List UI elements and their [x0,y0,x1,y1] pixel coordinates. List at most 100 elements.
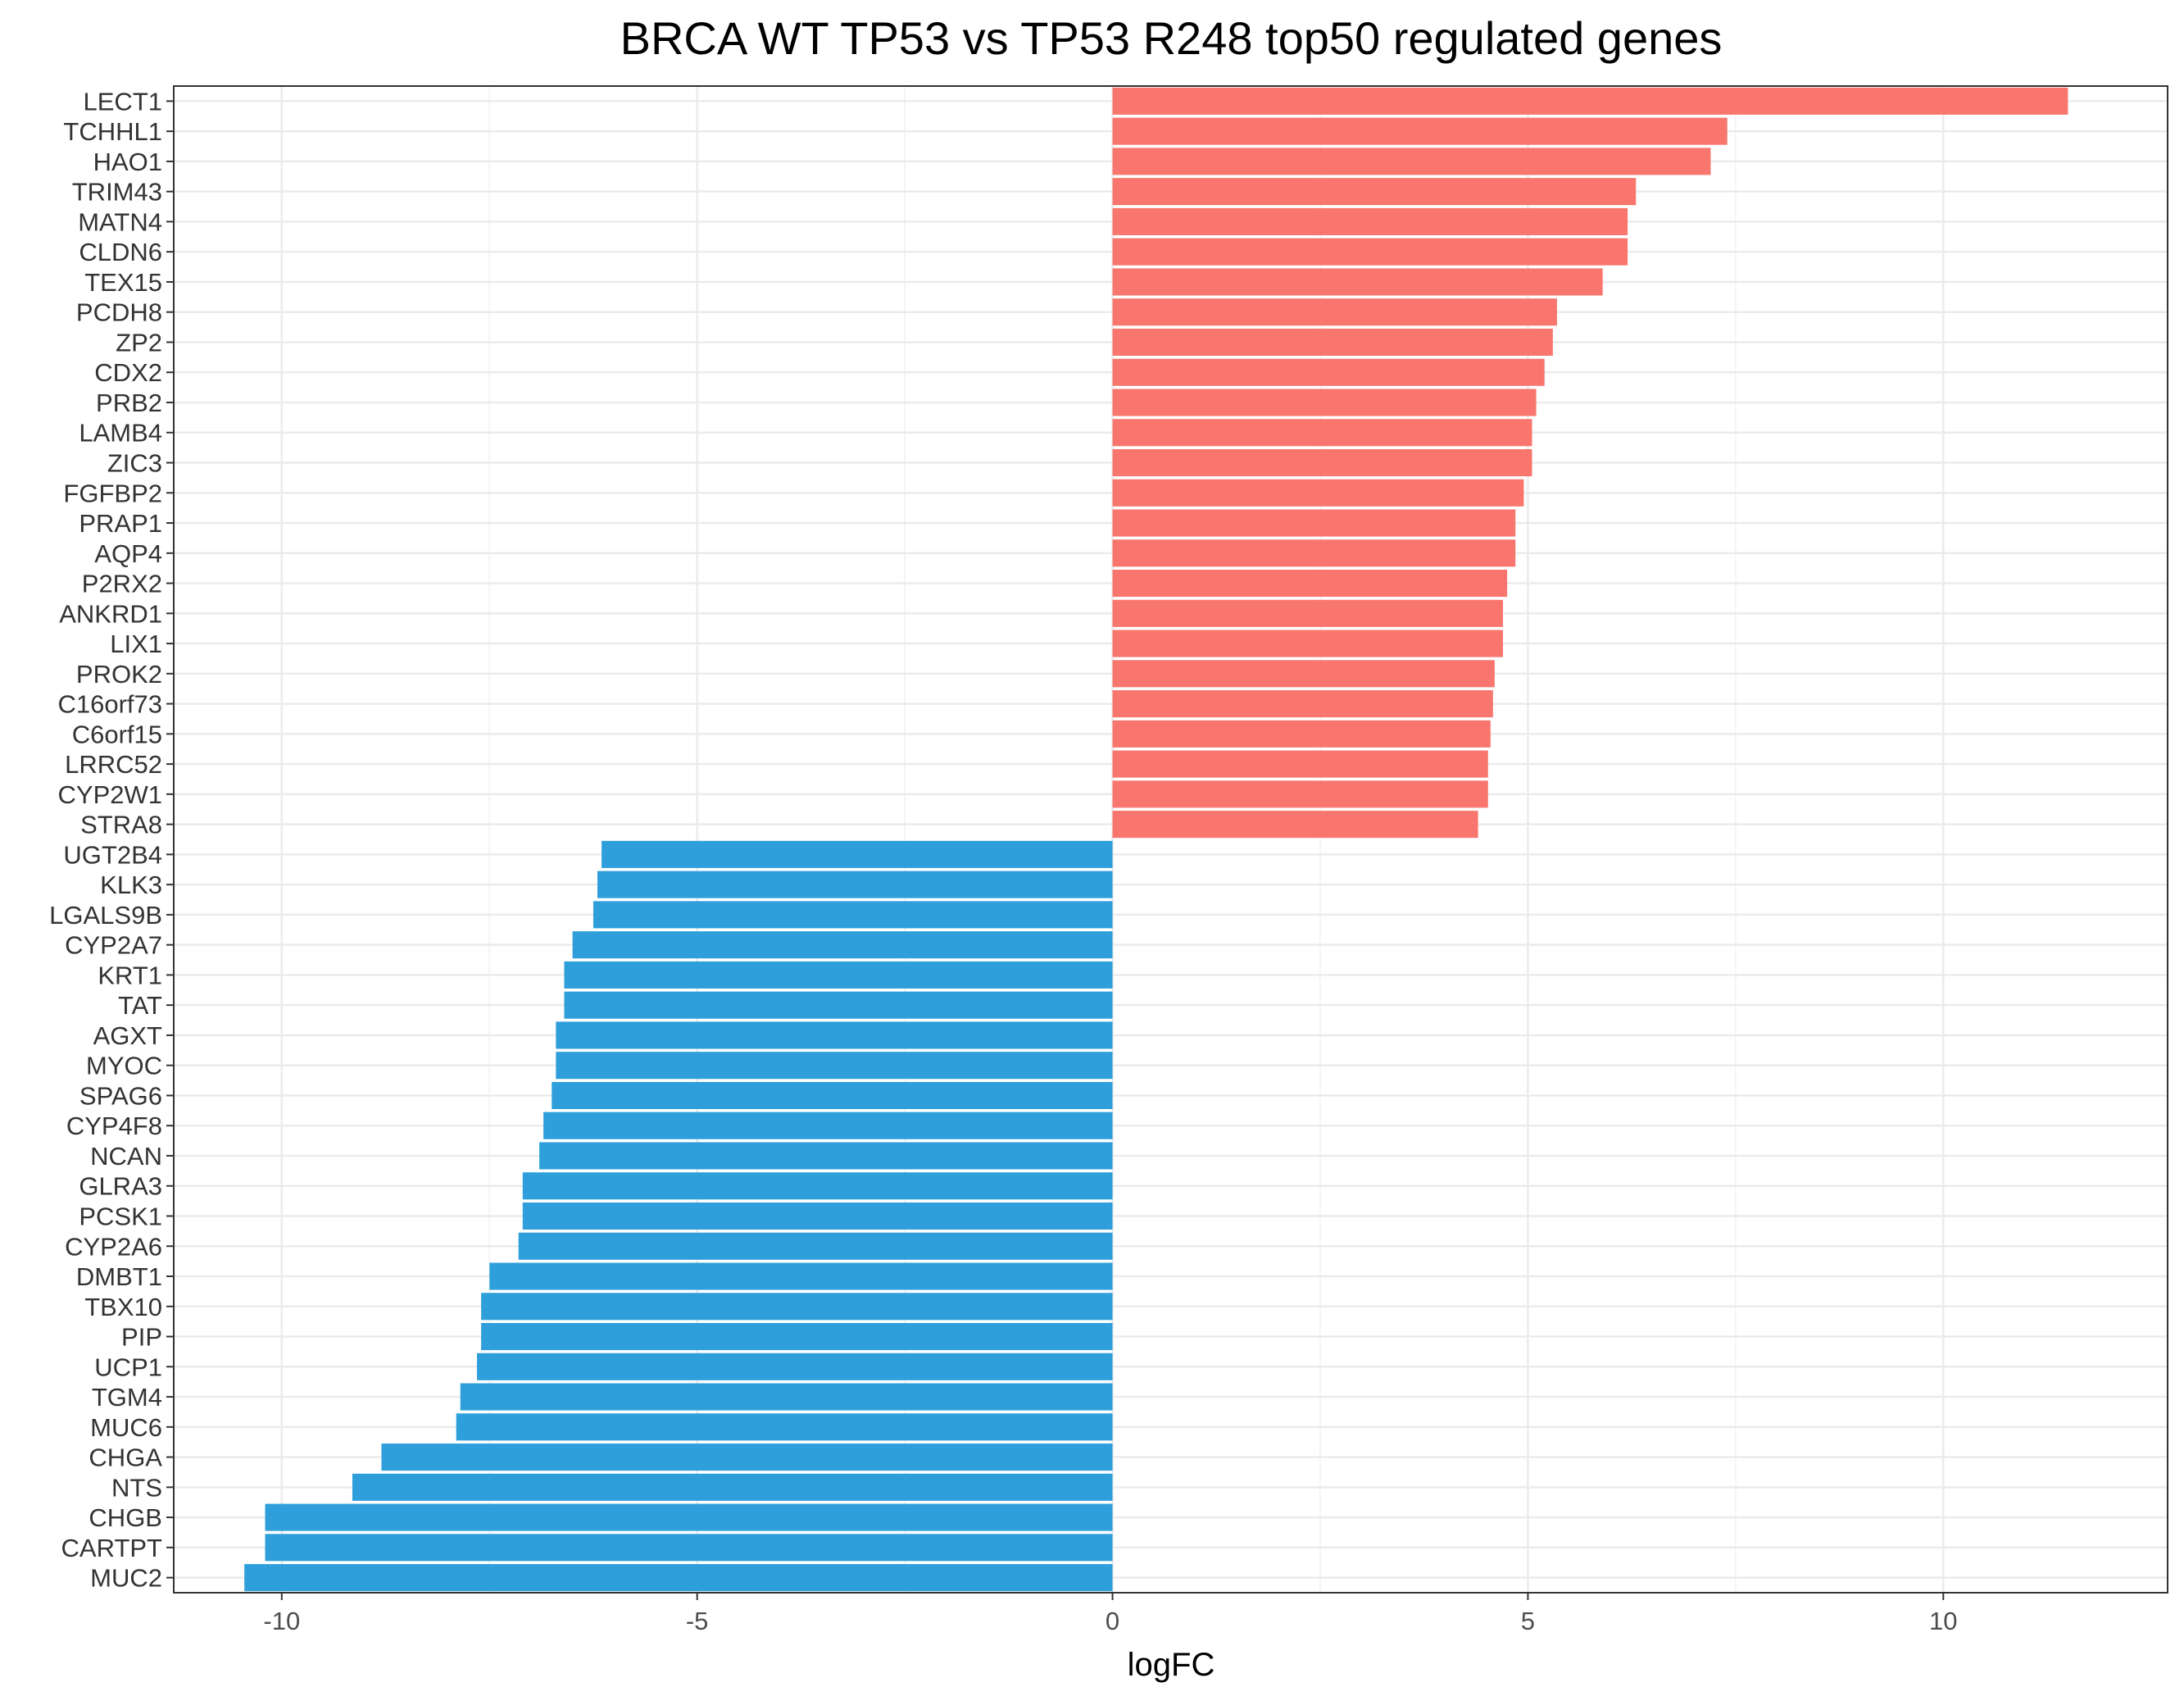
bar-zic3 [1112,448,1532,477]
y-tick-label: FGFBP2 [63,479,162,507]
y-tick-label: LIX1 [110,630,162,658]
bar-dmbt1 [489,1262,1113,1290]
y-tick-label: PROK2 [76,660,162,689]
bar-pcsk1 [522,1202,1113,1230]
x-axis: -10 -5 0 5 10 [263,1593,1958,1635]
y-tick-label: LGALS9B [49,901,162,930]
bars [244,87,2068,1592]
bar-tchhl1 [1112,117,1728,145]
y-tick-label: PRB2 [96,389,162,417]
y-axis: LECT1TCHHL1HAO1TRIM43MATN4CLDN6TEX15PCDH… [49,87,174,1593]
bar-c16orf73 [1112,690,1493,718]
bar-p2rx2 [1112,569,1508,598]
x-tick-label: 0 [1106,1607,1119,1635]
bar-cyp2a7 [572,931,1113,959]
y-tick-label: CDX2 [94,358,162,387]
y-tick-label: PCSK1 [79,1203,162,1231]
bar-spag6 [552,1081,1113,1110]
y-tick-label: PCDH8 [76,298,162,327]
y-tick-label: MATN4 [78,207,162,236]
y-tick-label: CYP2W1 [58,780,162,809]
plot-panel-border [173,85,2168,1594]
y-tick-label: CYP2A7 [65,931,162,960]
x-tick-label: -5 [686,1607,709,1635]
bar-lect1 [1112,87,2068,115]
bar-tbx10 [481,1293,1113,1321]
bar-cyp2w1 [1112,780,1488,808]
bar-hao1 [1112,148,1711,175]
bar-agxt [556,1021,1113,1049]
y-tick-label: PIP [121,1323,162,1352]
y-tick-label: PRAP1 [79,509,162,538]
y-tick-label: NTS [111,1473,162,1502]
bar-pip [481,1322,1113,1351]
bar-myoc [556,1052,1113,1080]
y-tick-label: ANKRD1 [59,599,162,628]
bar-muc2 [244,1564,1113,1592]
bar-cyp4f8 [543,1112,1113,1139]
bar-cartpt [265,1534,1113,1562]
bar-cdx2 [1112,358,1545,386]
y-tick-label: CYP4F8 [66,1112,162,1140]
y-tick-label: MUC6 [90,1413,162,1442]
bar-klk3 [597,871,1113,898]
y-tick-label: TRIM43 [72,178,162,207]
y-tick-label: TGM4 [92,1383,162,1412]
bar-ugt2b4 [602,840,1113,868]
bar-trim43 [1112,178,1637,206]
y-tick-label: LECT1 [84,87,162,116]
chart-title: BRCA WT TP53 vs TP53 R248 top50 regulate… [620,12,1723,64]
x-tick-label: 5 [1521,1607,1535,1635]
bar-prb2 [1112,389,1537,416]
y-tick-label: UGT2B4 [63,840,162,869]
bar-zp2 [1112,328,1553,357]
y-tick-label: KLK3 [100,871,162,899]
y-tick-label: AQP4 [94,539,162,568]
bar-glra3 [522,1172,1113,1200]
bar-fgfbp2 [1112,479,1524,507]
bar-prap1 [1112,509,1516,537]
y-tick-label: CLDN6 [79,238,162,266]
bar-pcdh8 [1112,298,1557,326]
bar-ankrd1 [1112,599,1503,627]
y-tick-label: KRT1 [98,961,162,989]
y-tick-label: UCP1 [94,1353,162,1381]
bar-lgals9b [593,901,1113,929]
y-tick-label: TCHHL1 [63,117,162,146]
y-tick-label: AGXT [93,1021,162,1050]
y-tick-label: TAT [118,991,162,1020]
y-tick-label: P2RX2 [82,570,162,598]
y-tick-label: LAMB4 [79,419,162,448]
bar-lix1 [1112,630,1503,657]
y-tick-label: ZIC3 [107,449,162,478]
bar-lamb4 [1112,419,1532,447]
y-tick-label: SPAG6 [79,1081,162,1110]
x-axis-label: logFC [1128,1647,1215,1683]
x-tick-label: 10 [1929,1607,1957,1635]
y-tick-label: CARTPT [61,1534,163,1562]
bar-ncan [539,1142,1113,1170]
y-tick-label: NCAN [90,1142,162,1171]
bar-lrrc52 [1112,750,1488,778]
bar-cldn6 [1112,238,1628,266]
bar-stra8 [1112,811,1478,839]
bar-prok2 [1112,660,1495,688]
bar-matn4 [1112,207,1628,235]
bar-ucp1 [477,1353,1113,1380]
y-tick-label: CHGB [89,1503,162,1532]
y-tick-label: CHGA [89,1444,162,1472]
y-tick-label: DMBT1 [76,1262,162,1291]
bar-tat [564,991,1113,1019]
y-tick-label: STRA8 [80,811,162,839]
bar-nts [352,1473,1113,1501]
bar-krt1 [564,961,1113,989]
y-tick-label: TEX15 [84,268,162,297]
x-tick-label: -10 [263,1607,300,1635]
y-tick-label: CYP2A6 [65,1232,162,1261]
y-tick-label: GLRA3 [79,1172,162,1201]
bar-tgm4 [460,1383,1113,1411]
bar-cyp2a6 [518,1232,1113,1260]
bar-tex15 [1112,268,1603,296]
